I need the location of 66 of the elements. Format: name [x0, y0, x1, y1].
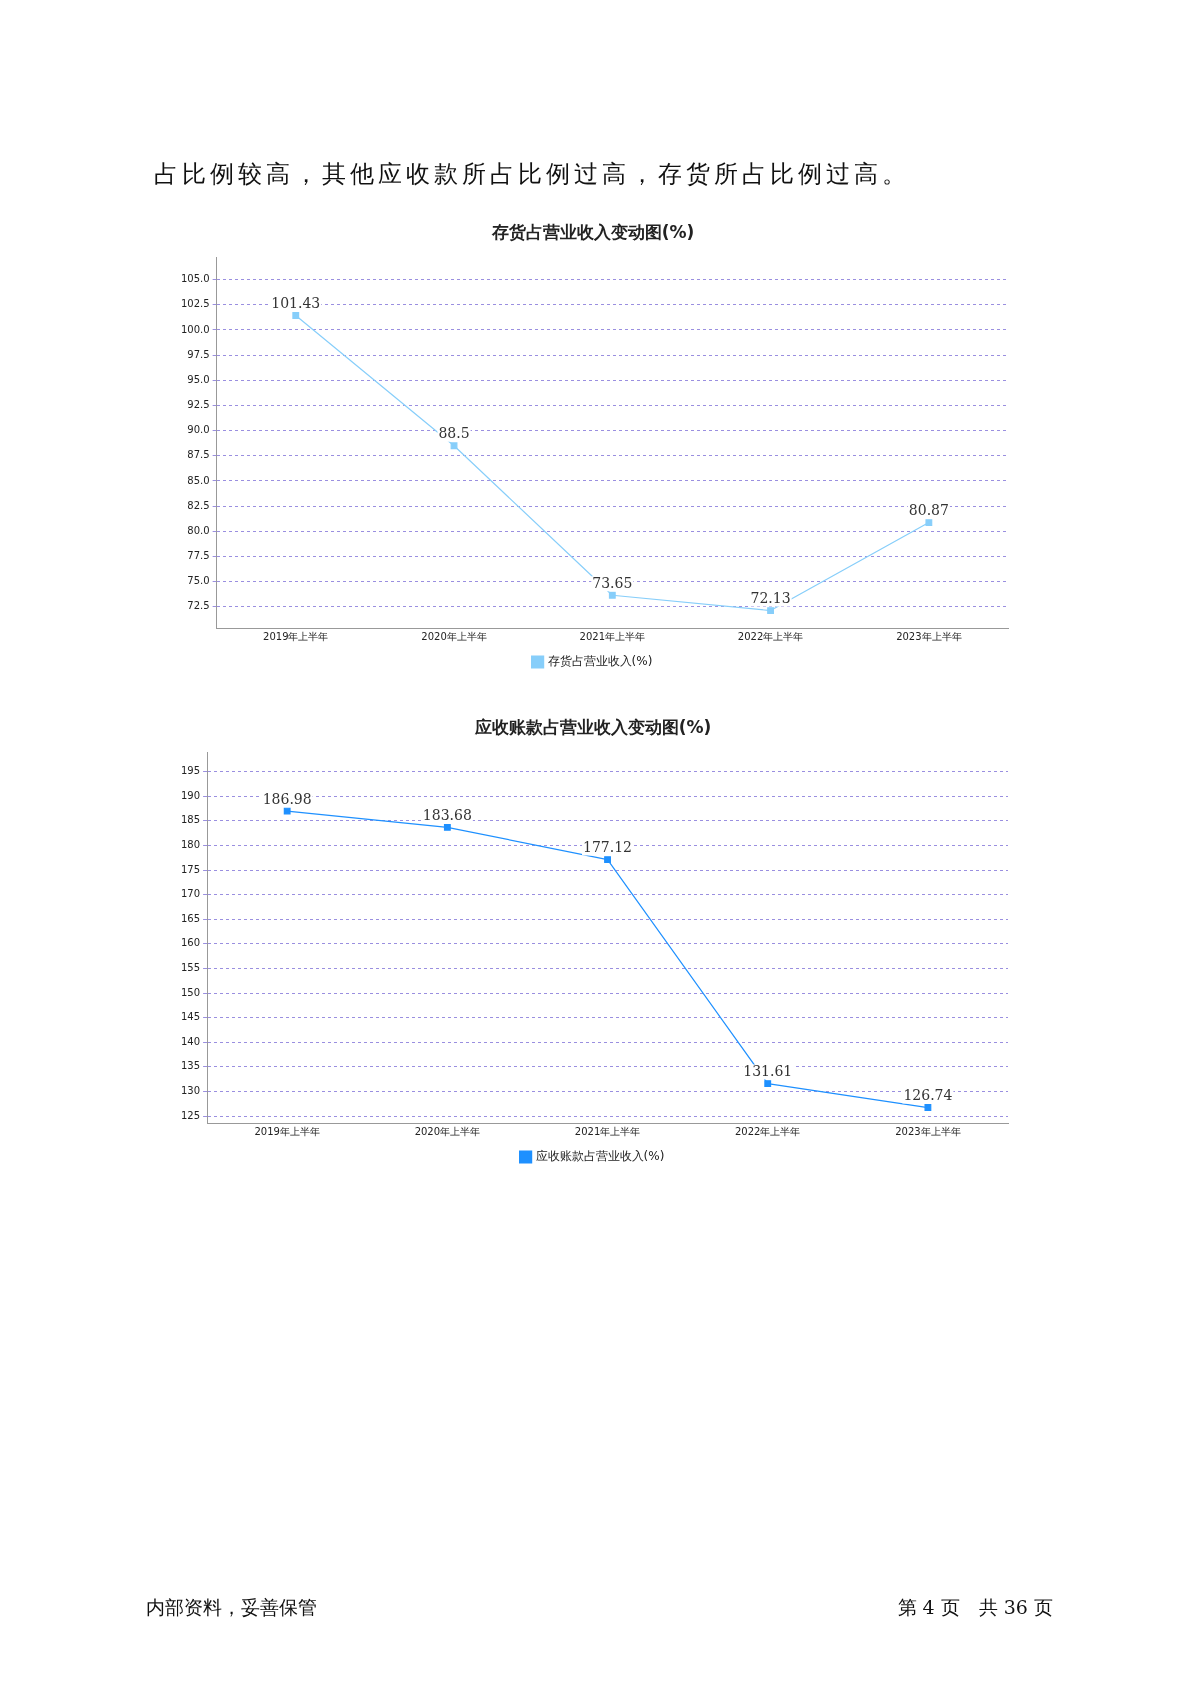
- text: 内部资料，妥善保管: [146, 1595, 317, 1620]
- point: [443, 823, 451, 831]
- y-tick-label: 175: [180, 863, 201, 875]
- text: 第 4 页 共 36 页: [897, 1595, 1053, 1620]
- point: [924, 1104, 932, 1111]
- y-tick-label: 80.0: [187, 524, 210, 536]
- y-tick-label: 140: [180, 1035, 201, 1047]
- point: [450, 442, 458, 450]
- y-tick-label: 87.5: [187, 449, 210, 461]
- y-tick-label: 150: [180, 986, 201, 998]
- y-tick-label: 95.0: [187, 373, 210, 385]
- y-tick-label: 90.0: [187, 424, 210, 436]
- point: [925, 519, 933, 526]
- y-tick-label: 82.5: [187, 499, 210, 511]
- point: [292, 312, 300, 319]
- y-tick-label: 85.0: [187, 474, 210, 486]
- x-tick-label: 2022年上半年: [735, 1125, 801, 1137]
- data-label: 186.98: [262, 790, 312, 807]
- point: [767, 607, 775, 615]
- x-tick-label: 2021年上半年: [579, 630, 646, 642]
- data-label: 80.87: [908, 502, 949, 519]
- y-tick-label: 185: [180, 814, 201, 826]
- chart-title: 存货占营业收入变动图(%): [490, 221, 695, 242]
- y-tick-label: 72.5: [187, 600, 210, 612]
- data-label: 126.74: [903, 1087, 953, 1104]
- x-tick-label: 2023年上半年: [895, 1125, 961, 1137]
- x-tick-label: 2023年上半年: [896, 630, 962, 642]
- data-label: 131.61: [743, 1063, 793, 1080]
- y-tick-label: 160: [180, 937, 201, 949]
- y-tick-label: 190: [180, 789, 201, 801]
- y-tick-label: 165: [180, 912, 201, 924]
- x-tick-label: 2020年上半年: [414, 1125, 481, 1137]
- data-label: 73.65: [592, 574, 633, 591]
- x-tick-label: 2019年上半年: [254, 1125, 320, 1137]
- y-tick-label: 77.5: [187, 550, 210, 562]
- y-tick-label: 180: [180, 839, 201, 851]
- y-tick-label: 97.5: [187, 348, 210, 360]
- y-tick-label: 75.0: [187, 575, 210, 587]
- data-label: 177.12: [583, 839, 633, 856]
- point: [764, 1080, 772, 1088]
- chart-title: 应收账款占营业收入变动图(%): [473, 716, 712, 737]
- data-label: 183.68: [422, 806, 472, 823]
- x-tick-label: 2022年上半年: [737, 630, 804, 642]
- data-label: 101.43: [271, 295, 321, 312]
- y-tick-label: 92.5: [187, 399, 210, 411]
- data-label: 88.5: [438, 425, 470, 442]
- x-tick-label: 2019年上半年: [263, 630, 329, 642]
- text: 占比例较高，其他应收款所占比例过高，存货所占比例过高。: [154, 160, 910, 188]
- y-tick-label: 195: [180, 765, 201, 777]
- legend-label: 应收账款占营业收入(%): [535, 1149, 665, 1164]
- data-label: 72.13: [750, 590, 791, 607]
- y-tick-label: 102.5: [180, 298, 210, 310]
- y-tick-label: 155: [180, 962, 201, 974]
- x-tick-label: 2021年上半年: [574, 1125, 641, 1137]
- y-tick-label: 170: [180, 888, 201, 900]
- legend-label: 存货占营业收入(%): [547, 654, 653, 669]
- point: [283, 807, 291, 815]
- x-tick-label: 2020年上半年: [421, 630, 487, 642]
- y-tick-label: 135: [180, 1060, 201, 1072]
- y-tick-label: 125: [180, 1109, 201, 1121]
- y-tick-label: 105.0: [180, 273, 210, 285]
- y-tick-label: 145: [180, 1011, 201, 1023]
- y-tick-label: 130: [180, 1085, 201, 1097]
- point: [608, 591, 616, 599]
- point: [604, 856, 611, 864]
- y-tick-label: 100.0: [180, 323, 210, 335]
